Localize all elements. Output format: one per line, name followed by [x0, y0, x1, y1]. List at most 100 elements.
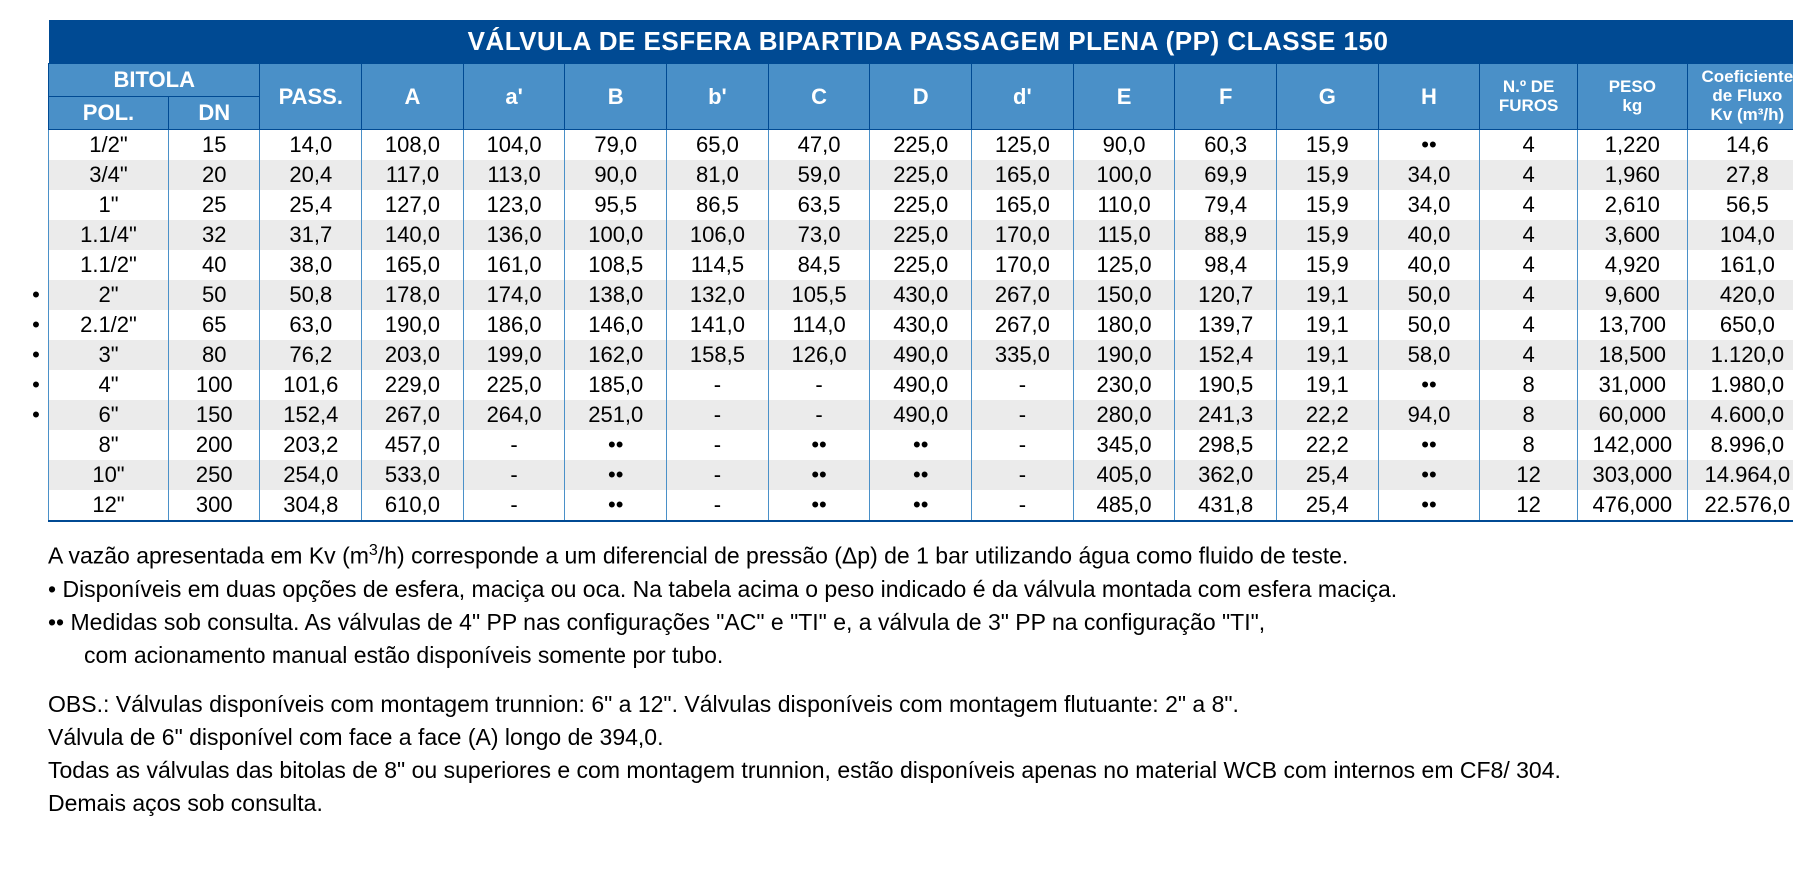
- table-cell: 298,5: [1175, 430, 1277, 460]
- table-cell: 63,5: [768, 190, 870, 220]
- header-A: A: [362, 64, 464, 130]
- table-cell: 250: [168, 460, 260, 490]
- table-cell: 8.996,0: [1687, 430, 1793, 460]
- table-cell: 150,0: [1073, 280, 1175, 310]
- table-cell: 162,0: [565, 340, 667, 370]
- table-cell: 19,1: [1277, 370, 1379, 400]
- table-cell: 101,6: [260, 370, 362, 400]
- header-a: a': [463, 64, 565, 130]
- table-cell: -: [667, 490, 769, 521]
- table-cell: 185,0: [565, 370, 667, 400]
- table-cell: ••: [1378, 490, 1480, 521]
- table-cell: 81,0: [667, 160, 769, 190]
- table-cell: 127,0: [362, 190, 464, 220]
- table-cell: 104,0: [1687, 220, 1793, 250]
- table-cell: 650,0: [1687, 310, 1793, 340]
- table-cell: 50,8: [260, 280, 362, 310]
- table-cell: 203,2: [260, 430, 362, 460]
- table-cell: 1.120,0: [1687, 340, 1793, 370]
- table-row: 6"150152,4267,0264,0251,0--490,0-280,024…: [49, 400, 1793, 430]
- table-cell: 225,0: [870, 130, 972, 161]
- table-title: VÁLVULA DE ESFERA BIPARTIDA PASSAGEM PLE…: [49, 20, 1793, 64]
- table-cell: ••: [768, 460, 870, 490]
- table-cell: 533,0: [362, 460, 464, 490]
- table-cell: 79,4: [1175, 190, 1277, 220]
- table-row: 1"2525,4127,0123,095,586,563,5225,0165,0…: [49, 190, 1793, 220]
- table-cell: 73,0: [768, 220, 870, 250]
- table-cell: ••: [870, 460, 972, 490]
- table-cell: 90,0: [565, 160, 667, 190]
- table-cell: 1.1/4": [49, 220, 169, 250]
- table-row: 3/4"2020,4117,0113,090,081,059,0225,0165…: [49, 160, 1793, 190]
- table-cell: 106,0: [667, 220, 769, 250]
- table-cell: 485,0: [1073, 490, 1175, 521]
- table-cell: -: [768, 370, 870, 400]
- table-cell: 1,220: [1577, 130, 1687, 161]
- table-cell: 1.980,0: [1687, 370, 1793, 400]
- table-cell: -: [768, 400, 870, 430]
- table-cell: 132,0: [667, 280, 769, 310]
- note-line-7: Todas as válvulas das bitolas de 8" ou s…: [48, 755, 1773, 786]
- table-cell: -: [463, 490, 565, 521]
- table-cell: 1,960: [1577, 160, 1687, 190]
- table-cell: 86,5: [667, 190, 769, 220]
- table-cell: 114,0: [768, 310, 870, 340]
- table-cell: 59,0: [768, 160, 870, 190]
- table-cell: 225,0: [870, 190, 972, 220]
- table-cell: 95,5: [565, 190, 667, 220]
- table-cell: 94,0: [1378, 400, 1480, 430]
- table-cell: 15,9: [1277, 190, 1379, 220]
- table-cell: 170,0: [972, 250, 1074, 280]
- header-B: B: [565, 64, 667, 130]
- table-cell: 20,4: [260, 160, 362, 190]
- note-line-8: Demais aços sob consulta.: [48, 788, 1773, 819]
- table-cell: 431,8: [1175, 490, 1277, 521]
- table-cell: 225,0: [463, 370, 565, 400]
- row-bullet-icon: •: [26, 370, 46, 400]
- table-cell: 40,0: [1378, 220, 1480, 250]
- table-cell: ••: [768, 430, 870, 460]
- table-cell: 140,0: [362, 220, 464, 250]
- table-cell: 31,7: [260, 220, 362, 250]
- table-cell: 58,0: [1378, 340, 1480, 370]
- table-cell: 476,000: [1577, 490, 1687, 521]
- header-d: d': [972, 64, 1074, 130]
- table-cell: 88,9: [1175, 220, 1277, 250]
- table-cell: 200: [168, 430, 260, 460]
- table-cell: 25,4: [1277, 460, 1379, 490]
- table-cell: 27,8: [1687, 160, 1793, 190]
- table-cell: 430,0: [870, 310, 972, 340]
- spec-table-container: ••••• VÁLVULA DE ESFERA BIPARTIDA PASSAG…: [48, 20, 1773, 522]
- table-cell: 117,0: [362, 160, 464, 190]
- table-cell: 15,9: [1277, 130, 1379, 161]
- table-cell: -: [972, 460, 1074, 490]
- table-cell: 8: [1480, 370, 1578, 400]
- table-cell: 1": [49, 190, 169, 220]
- table-cell: 230,0: [1073, 370, 1175, 400]
- table-cell: 4: [1480, 220, 1578, 250]
- table-cell: 229,0: [362, 370, 464, 400]
- table-cell: 8: [1480, 430, 1578, 460]
- table-cell: 4.600,0: [1687, 400, 1793, 430]
- table-row: 2.1/2"6563,0190,0186,0146,0141,0114,0430…: [49, 310, 1793, 340]
- table-cell: 25: [168, 190, 260, 220]
- table-cell: 19,1: [1277, 280, 1379, 310]
- table-cell: 63,0: [260, 310, 362, 340]
- table-cell: 165,0: [972, 160, 1074, 190]
- table-cell: -: [667, 430, 769, 460]
- header-F: F: [1175, 64, 1277, 130]
- table-cell: 4: [1480, 160, 1578, 190]
- table-cell: 14,6: [1687, 130, 1793, 161]
- table-cell: 125,0: [1073, 250, 1175, 280]
- note-line-2: • Disponíveis em duas opções de esfera, …: [48, 574, 1773, 605]
- table-cell: 158,5: [667, 340, 769, 370]
- table-cell: ••: [565, 430, 667, 460]
- table-cell: 22,2: [1277, 430, 1379, 460]
- table-cell: 3": [49, 340, 169, 370]
- table-cell: 420,0: [1687, 280, 1793, 310]
- table-row: 1.1/2"4038,0165,0161,0108,5114,584,5225,…: [49, 250, 1793, 280]
- table-cell: -: [972, 490, 1074, 521]
- header-H: H: [1378, 64, 1480, 130]
- table-cell: 108,0: [362, 130, 464, 161]
- row-bullet-icon: •: [26, 280, 46, 310]
